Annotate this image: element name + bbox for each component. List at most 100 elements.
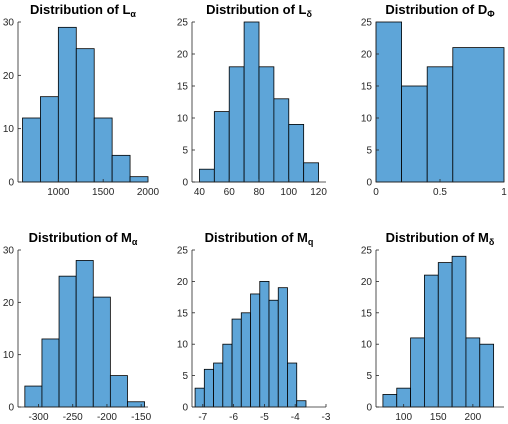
y-tick-label: 10 <box>177 340 189 351</box>
panel-title: Distribution of DΦ <box>385 2 495 19</box>
histogram-bar <box>129 176 149 183</box>
y-tick-label: 20 <box>3 298 15 309</box>
y-tick-label: 25 <box>361 18 373 29</box>
histogram-bar <box>213 362 224 408</box>
y-tick-label: 10 <box>177 114 189 125</box>
histogram-bar <box>258 66 275 183</box>
histogram-bar <box>222 343 233 408</box>
x-tick-label: 40 <box>194 187 206 198</box>
histogram-panel: 100 150 200 0 5 10 15 20 25 Distribution of Mδ <box>361 230 504 423</box>
panel-title-main: Distribution of D <box>385 2 487 17</box>
y-tick-label: 5 <box>182 371 188 382</box>
x-tick-label: -4 <box>291 412 300 423</box>
y-tick-label: 5 <box>182 146 188 157</box>
histogram-bar <box>410 337 425 408</box>
histogram-bar <box>451 255 467 408</box>
histogram-bar <box>75 260 94 408</box>
x-tick-label: -3 <box>322 412 331 423</box>
x-tick-label: -6 <box>229 412 238 423</box>
x-tick-label: 0 <box>373 187 379 198</box>
panel-title: Distribution of Mα <box>29 230 138 247</box>
x-tick-label: -300 <box>29 412 49 423</box>
x-tick-label: 1 <box>501 187 507 198</box>
panel-title-subscript: α <box>130 9 136 19</box>
histogram-bar <box>303 162 319 183</box>
y-tick-label: 5 <box>366 146 372 157</box>
y-tick-label: 10 <box>361 114 373 125</box>
histogram-bar <box>213 111 230 183</box>
histogram-bar <box>231 318 242 408</box>
panel-title: Distribution of Lδ <box>206 2 312 19</box>
y-tick-label: 15 <box>361 308 373 319</box>
y-tick-label: 20 <box>177 277 189 288</box>
x-tick-label: -250 <box>63 412 83 423</box>
histogram-bar <box>273 98 290 183</box>
x-tick-label: -150 <box>131 412 151 423</box>
histogram-bar <box>111 154 131 183</box>
y-tick-label: 0 <box>8 403 14 414</box>
x-tick-label: 150 <box>430 412 447 423</box>
histogram-bar <box>277 287 288 408</box>
histogram-panel: 40 60 80 100 120 0 5 10 15 20 25 Distribution of Lδ <box>177 2 327 198</box>
panel-title-main: Distribution of L <box>206 2 306 17</box>
histogram-bar <box>437 262 453 408</box>
panel-title-subscript: Φ <box>487 9 495 19</box>
histogram-bar <box>127 401 145 408</box>
x-tick-label: -7 <box>198 412 207 423</box>
histogram-bar <box>58 275 77 408</box>
x-tick-label: 100 <box>395 412 412 423</box>
y-tick-label: 0 <box>366 178 372 189</box>
panel-title-subscript: α <box>132 237 138 247</box>
y-tick-label: 5 <box>366 371 372 382</box>
y-tick-label: 15 <box>177 82 189 93</box>
histogram-bar <box>401 85 428 183</box>
histogram-bar <box>375 21 403 183</box>
histogram-bar <box>24 385 43 408</box>
histogram-bar <box>203 368 214 408</box>
histogram-bar <box>75 48 95 183</box>
x-tick-label: 2000 <box>137 187 160 198</box>
histogram-bar <box>452 47 505 183</box>
panel-title-main: Distribution of M <box>29 230 132 245</box>
y-tick-label: 0 <box>182 178 188 189</box>
histogram-bar <box>288 124 305 183</box>
panel-title: Distribution of Mδ <box>386 230 495 247</box>
y-tick-label: 10 <box>3 124 15 135</box>
histogram-bar <box>199 168 215 183</box>
histogram-bar <box>41 338 60 408</box>
y-tick-label: 10 <box>361 340 373 351</box>
y-tick-label: 20 <box>361 277 373 288</box>
y-tick-label: 20 <box>177 50 189 61</box>
x-tick-label: -5 <box>260 412 269 423</box>
histogram-bar <box>287 362 298 408</box>
histogram-bar <box>243 21 260 183</box>
panel-title-main: Distribution of M <box>386 230 489 245</box>
histogram-bar <box>479 343 495 408</box>
histogram-bar <box>93 117 113 183</box>
x-tick-label: 80 <box>253 187 265 198</box>
y-tick-label: 0 <box>182 403 188 414</box>
y-tick-label: 0 <box>8 178 14 189</box>
x-tick-label: 60 <box>224 187 236 198</box>
y-tick-label: 10 <box>3 350 15 361</box>
panel-title-main: Distribution of M <box>205 230 308 245</box>
histogram-bar <box>40 96 59 183</box>
y-tick-label: 30 <box>3 246 15 257</box>
histogram-bar <box>240 312 251 408</box>
histogram-bar <box>382 394 398 408</box>
histogram-bar <box>57 26 77 183</box>
y-tick-label: 25 <box>361 246 373 257</box>
histogram-bar <box>268 299 279 408</box>
y-tick-label: 20 <box>3 71 15 82</box>
panel-title: Distribution of Lα <box>30 2 136 19</box>
histogram-panel: -7 -6 -5 -4 -3 0 5 10 15 20 25 Distribution of Mq <box>177 230 331 423</box>
histogram-bar <box>465 337 481 408</box>
panel-title-subscript: δ <box>306 9 312 19</box>
histogram-panel: 1000 1500 2000 0 10 20 30 Distribution of Lα <box>3 2 160 198</box>
x-tick-label: 100 <box>280 187 297 198</box>
x-tick-label: 0.5 <box>433 187 447 198</box>
x-tick-label: 120 <box>310 187 327 198</box>
y-tick-label: 15 <box>177 308 189 319</box>
